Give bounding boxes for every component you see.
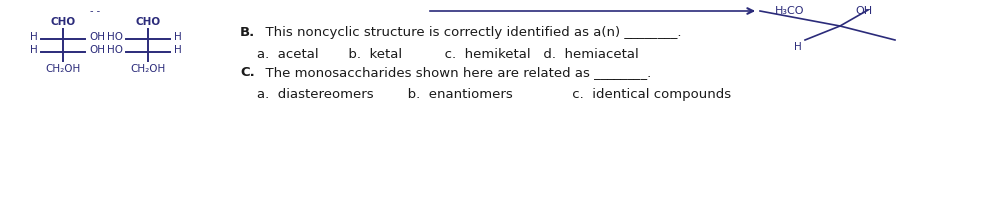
- Text: CH₂OH: CH₂OH: [130, 64, 165, 74]
- Text: B.: B.: [240, 26, 255, 39]
- Text: HO: HO: [107, 45, 123, 55]
- Text: a.  acetal       b.  ketal          c.  hemiketal   d.  hemiacetal: a. acetal b. ketal c. hemiketal d. hemia…: [256, 48, 638, 61]
- Text: CHO: CHO: [51, 17, 76, 27]
- Text: OH: OH: [854, 6, 872, 16]
- Text: This noncyclic structure is correctly identified as a(n) ________.: This noncyclic structure is correctly id…: [256, 26, 681, 39]
- Text: H: H: [174, 45, 182, 55]
- Text: The monosaccharides shown here are related as ________.: The monosaccharides shown here are relat…: [256, 66, 651, 79]
- Text: CH₂OH: CH₂OH: [46, 64, 81, 74]
- Text: OH: OH: [88, 45, 105, 55]
- Text: HO: HO: [107, 32, 123, 42]
- Text: CHO: CHO: [135, 17, 160, 27]
- Text: - -: - -: [89, 6, 100, 16]
- Text: H: H: [30, 32, 38, 42]
- Text: H: H: [793, 42, 801, 52]
- Text: H₃CO: H₃CO: [774, 6, 804, 16]
- Text: C.: C.: [240, 66, 254, 79]
- Text: H: H: [30, 45, 38, 55]
- Text: OH: OH: [88, 32, 105, 42]
- Text: a.  diastereomers        b.  enantiomers              c.  identical compounds: a. diastereomers b. enantiomers c. ident…: [256, 88, 731, 101]
- Text: H: H: [174, 32, 182, 42]
